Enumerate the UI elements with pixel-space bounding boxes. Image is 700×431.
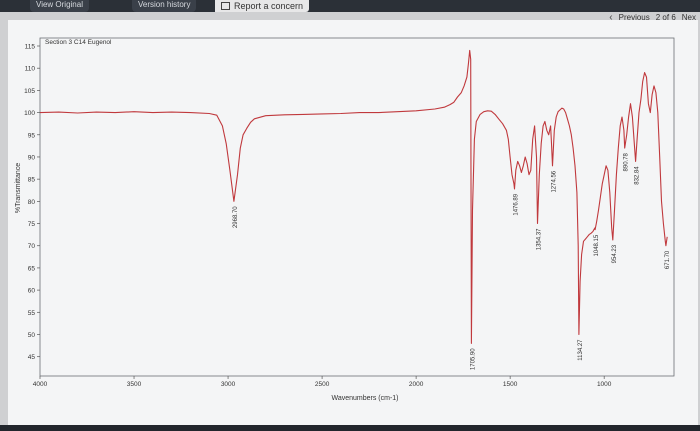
y-tick-label: 50 <box>28 332 36 339</box>
plot-frame <box>39 37 675 377</box>
chart-title: Section 3 C14 Eugenol <box>45 39 112 46</box>
flag-icon <box>221 2 230 10</box>
spectrum-sheet: 115 110 105 100 95 90 85 80 75 70 65 60 55 50 45 4000 35… <box>8 20 698 425</box>
tab-view-original[interactable]: View Original <box>30 0 89 12</box>
bottom-bar <box>0 425 700 431</box>
ir-spectrum-chart: 115 110 105 100 95 90 85 80 75 70 65 60 55 50 45 4000 35… <box>15 37 675 402</box>
y-tick-label: 80 <box>28 199 36 206</box>
y-tick-label: 65 <box>28 265 36 272</box>
peak-label: 1048.15 <box>594 234 600 256</box>
x-tick-label: 4000 <box>33 381 48 388</box>
x-tick-label: 1000 <box>597 381 612 388</box>
spectrum-series-line <box>39 49 668 344</box>
peak-label: 1274.56 <box>552 170 558 192</box>
x-tick-label: 2500 <box>315 381 330 388</box>
x-tick-label: 3000 <box>221 381 236 388</box>
y-tick-label: 100 <box>24 110 35 117</box>
x-axis-label: Wavenumbers (cm-1) <box>331 395 398 402</box>
chevron-left-icon[interactable]: ‹ <box>609 12 613 23</box>
y-tick-label: 115 <box>25 44 36 51</box>
y-axis-label: %Transmittance <box>15 163 22 213</box>
tab-version-history[interactable]: Version history <box>132 0 197 12</box>
peak-label: 954.23 <box>612 244 618 263</box>
x-tick-label: 1500 <box>503 381 518 388</box>
y-tick-label: 75 <box>28 221 36 228</box>
y-tick-label: 110 <box>25 66 36 73</box>
peak-label: 1476.89 <box>513 193 519 215</box>
report-concern-button[interactable]: Report a concern <box>215 0 310 12</box>
y-tick-label: 85 <box>28 177 36 184</box>
y-tick-label: 95 <box>28 132 36 139</box>
y-tick-label: 90 <box>28 154 36 161</box>
report-concern-label: Report a concern <box>234 1 304 11</box>
peak-label: 2968.70 <box>233 206 239 228</box>
next-button[interactable]: Nex <box>681 13 696 22</box>
x-tick-label: 3500 <box>127 381 142 388</box>
y-tick-label: 105 <box>24 88 35 95</box>
x-tick-label: 2000 <box>409 381 424 388</box>
y-tick-label: 60 <box>28 288 36 295</box>
peak-label: 1134.27 <box>578 339 584 361</box>
peak-label: 832.84 <box>635 166 641 185</box>
pager: ‹ Previous 2 of 6 Nex <box>609 12 700 23</box>
previous-button[interactable]: Previous <box>618 13 650 22</box>
peak-label: 1354.37 <box>537 228 543 250</box>
y-tick-label: 45 <box>28 354 36 361</box>
peak-label: 1705.90 <box>470 348 476 370</box>
peak-label: 890.78 <box>624 152 630 171</box>
peak-label: 671.70 <box>665 250 671 269</box>
top-toolbar: View Original Version history <box>0 0 700 12</box>
page-info: 2 of 6 <box>655 13 676 22</box>
y-tick-label: 55 <box>28 310 36 317</box>
y-tick-label: 70 <box>28 243 36 250</box>
